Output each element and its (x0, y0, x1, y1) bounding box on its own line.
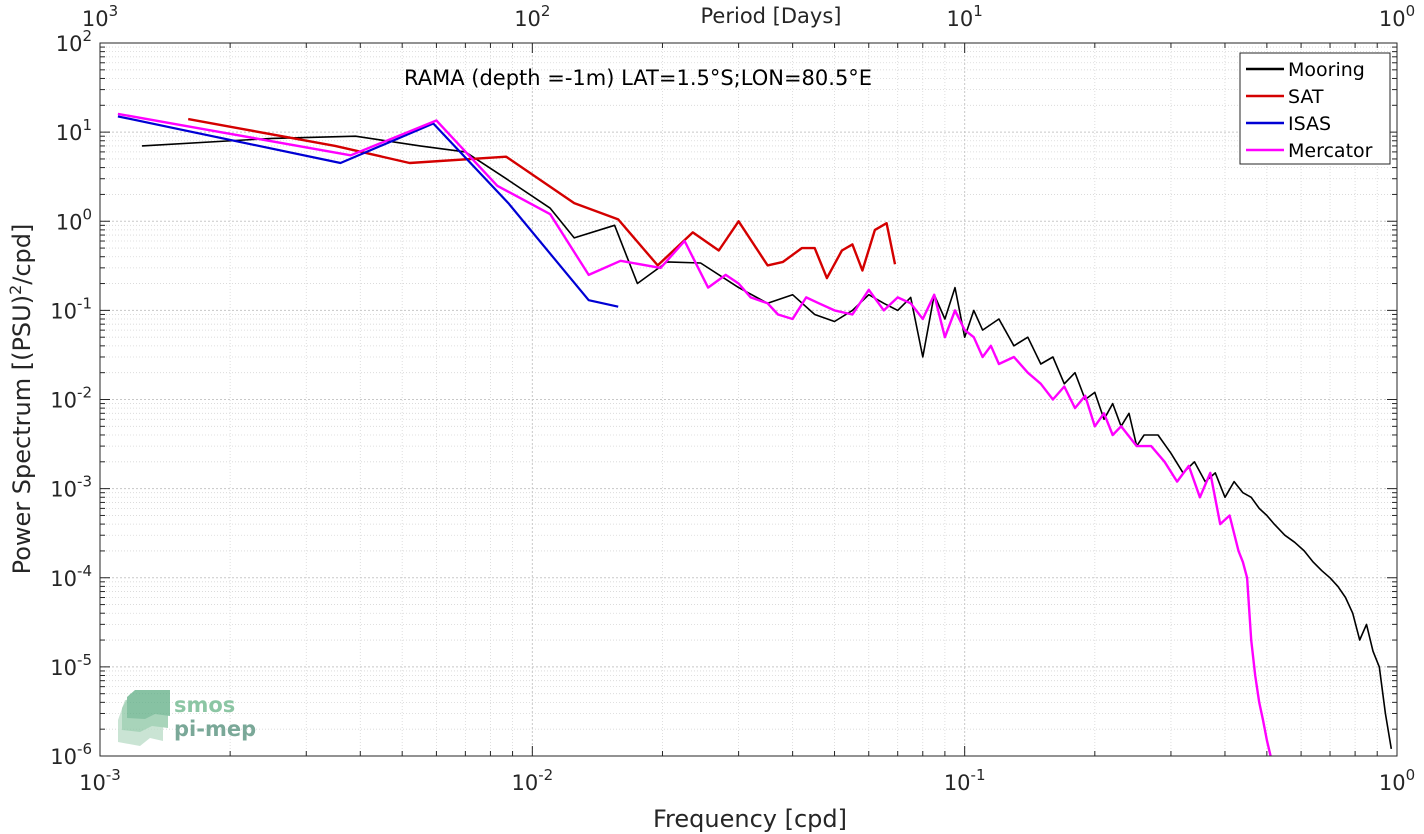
y-axis-label: Power Spectrum [(PSU)2/cpd] (6, 224, 36, 575)
y-tick-label: 10-4 (50, 562, 92, 591)
x-tick-label: 100 (1379, 766, 1415, 795)
y-axis-label-tail: /cpd] (8, 224, 36, 285)
legend-label-isas: ISAS (1288, 113, 1331, 135)
top-tick-label: 102 (514, 2, 550, 31)
series-layer (117, 112, 1393, 756)
y-axis-label-sup: 2 (6, 285, 25, 295)
grid-minor (100, 43, 1397, 756)
series-line-mercator (117, 112, 1272, 756)
y-tick-label: 10-1 (50, 294, 92, 323)
series-line-isas (117, 115, 619, 308)
y-tick-label: 10-3 (50, 473, 92, 502)
y-tick-label: 10-5 (50, 651, 92, 680)
top-tick-label: 101 (947, 2, 983, 31)
logo-pimep: pi-mep (174, 717, 256, 741)
y-tick-label: 102 (56, 27, 92, 56)
series-line-mooring (141, 135, 1393, 750)
legend-label-mercator: Mercator (1288, 140, 1373, 162)
logo-smos: smos (174, 693, 235, 717)
legend-label-sat: SAT (1288, 86, 1324, 108)
top-tick-label: 103 (82, 2, 118, 31)
y-axis-label-main: Power Spectrum [(PSU) (8, 295, 36, 574)
chart-annotation: RAMA (depth =-1m) LAT=1.5°S;LON=80.5°E (404, 66, 872, 90)
y-tick-label: 101 (56, 116, 92, 145)
top-axis-label: Period [Days] (701, 4, 842, 28)
ticks-layer (99, 42, 1398, 757)
logo-glyph-icon (118, 690, 170, 746)
y-tick-label: 10-6 (50, 740, 92, 769)
series-line-sat (187, 117, 897, 280)
x-tick-label: 10-3 (79, 766, 121, 795)
legend: Mooring SAT ISAS Mercator (1239, 52, 1391, 165)
y-tick-label: 10-2 (50, 384, 92, 413)
y-tick-label: 100 (56, 205, 92, 234)
x-tick-label: 10-2 (511, 766, 553, 795)
smos-pimep-logo: smos pi-mep (118, 690, 256, 746)
x-tick-label: 10-1 (944, 766, 986, 795)
legend-label-mooring: Mooring (1288, 59, 1365, 81)
top-tick-label: 100 (1379, 2, 1415, 31)
x-axis-label: Frequency [cpd] (653, 805, 847, 833)
